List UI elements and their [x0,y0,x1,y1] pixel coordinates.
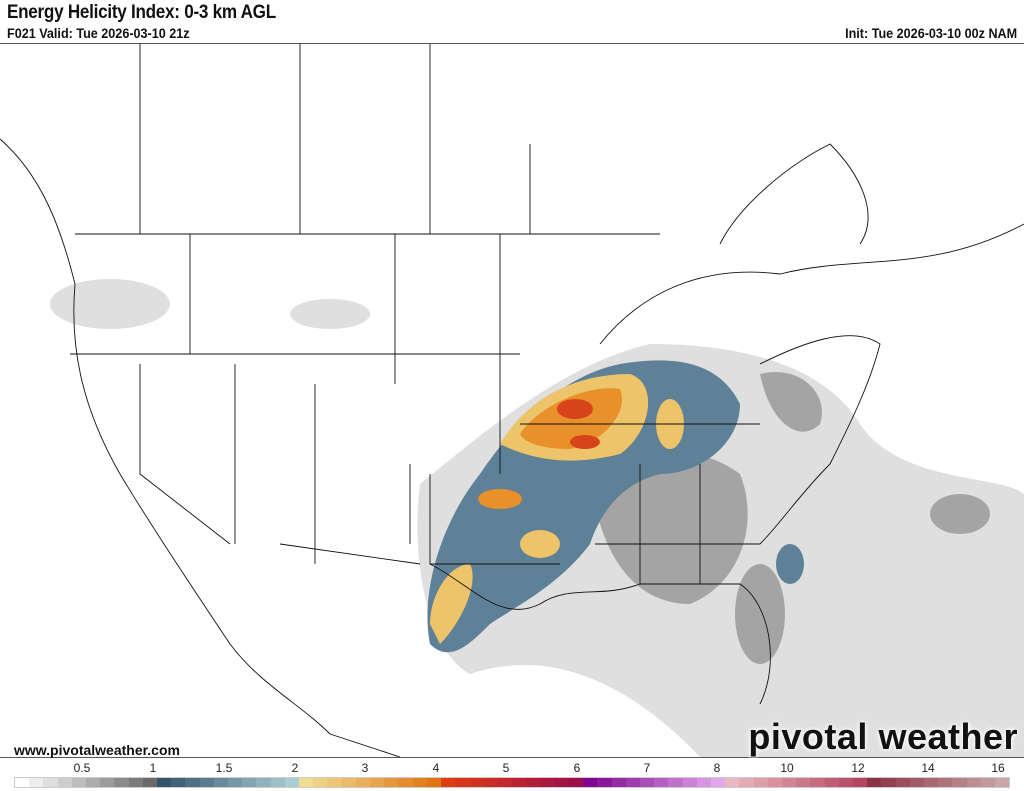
chart-title: Energy Helicity Index: 0-3 km AGL [7,2,276,23]
colorbar-swatch [100,778,115,787]
colorbar-swatch [128,778,143,787]
colorbar-swatch [781,778,797,787]
colorbar-swatch [540,778,555,787]
colorbar-swatch [995,778,1010,787]
colorbar-swatch [767,778,782,787]
colorbar-swatch [29,778,44,787]
colorbar-swatch [810,778,825,787]
boundaries [0,44,1024,758]
colorbar-swatch [355,778,371,787]
init-time: Init: Tue 2026-03-10 00z NAM [844,25,1017,41]
colorbar-swatch [299,778,314,787]
colorbar-swatch [739,778,754,787]
colorbar-tick-label: 7 [643,761,651,775]
colorbar-swatch [114,778,129,787]
colorbar-swatch [157,778,172,787]
colorbar-swatch [696,778,711,787]
colorbar-swatch [980,778,996,787]
colorbar-tick-label: 1.5 [215,761,233,775]
colorbar-swatch [639,778,655,787]
colorbar-swatch [142,778,158,787]
colorbar-swatch [284,778,300,787]
colorbar-swatch [796,778,811,787]
colorbar-swatch [909,778,924,787]
colorbar-swatch [838,778,853,787]
colorbar-swatch [185,778,200,787]
colorbar-swatch [455,778,470,787]
colorbar-swatch [483,778,498,787]
colorbar-swatch [327,778,342,787]
colorbar-tick-label: 4 [432,761,440,775]
colorbar-tick-label: 3 [361,761,369,775]
colorbar-tick-label: 0.5 [73,761,91,775]
valid-time: F021 Valid: Tue 2026-03-10 21z [7,25,190,41]
colorbar-swatch [611,778,626,787]
colorbar-labels: 0.5 1 1.5 2 3 4 5 6 7 8 10 12 14 16 [0,761,1024,777]
colorbar-swatch [668,778,683,787]
red-shading [557,399,600,449]
colorbar-swatch [242,778,257,787]
colorbar-tick-label: 14 [921,761,935,775]
colorbar-swatch [341,778,356,787]
map-canvas [0,44,1024,758]
colorbar-swatch [213,778,229,787]
colorbar-swatch [710,778,726,787]
colorbar-swatch [938,778,953,787]
colorbar-swatch [497,778,513,787]
colorbar-swatch [270,778,285,787]
colorbar-swatch [725,778,740,787]
colorbar-swatch [753,778,768,787]
colorbar-swatch [412,778,427,787]
colorbar-swatch [512,778,527,787]
colorbar-swatch [86,778,101,787]
colorbar-swatch [895,778,910,787]
website-label: www.pivotalweather.com [14,742,180,758]
colorbar-swatch [852,778,868,787]
colorbar-tick-label: 2 [291,761,299,775]
colorbar-swatch [966,778,981,787]
colorbar-swatch [398,778,413,787]
colorbar-swatch [171,778,186,787]
colorbar-swatch [867,778,882,787]
colorbar-swatch [384,778,399,787]
gray-dark-shading [590,372,990,664]
colorbar-swatch [15,778,30,787]
weather-map[interactable] [0,43,1024,758]
colorbar-tick-label: 16 [991,761,1005,775]
colorbar-swatch [597,778,612,787]
colorbar-tick-label: 5 [502,761,510,775]
colorbar-swatch [256,778,271,787]
colorbar-swatch [43,778,58,787]
colorbar-swatch [583,778,598,787]
colorbar-tick-label: 1 [149,761,157,775]
colorbar-swatch [881,778,896,787]
colorbar [14,777,1010,788]
colorbar-swatch [526,778,541,787]
colorbar-swatch [682,778,697,787]
colorbar-tick-label: 10 [780,761,794,775]
colorbar-swatch [313,778,328,787]
colorbar-swatch [824,778,839,787]
colorbar-swatch [952,778,967,787]
colorbar-swatch [554,778,569,787]
colorbar-swatch [568,778,584,787]
colorbar-swatch [654,778,669,787]
colorbar-swatch [199,778,214,787]
colorbar-swatch [625,778,640,787]
colorbar-swatch [57,778,72,787]
colorbar-swatch [426,778,442,787]
colorbar-swatch [924,778,939,787]
colorbar-swatch [71,778,87,787]
colorbar-swatch [370,778,385,787]
colorbar-swatch [441,778,456,787]
colorbar-tick-label: 8 [713,761,721,775]
pivotal-weather-logo: pivotal weather [748,716,1018,757]
colorbar-tick-label: 6 [573,761,581,775]
colorbar-swatch [228,778,243,787]
colorbar-swatch [469,778,484,787]
colorbar-tick-label: 12 [851,761,865,775]
